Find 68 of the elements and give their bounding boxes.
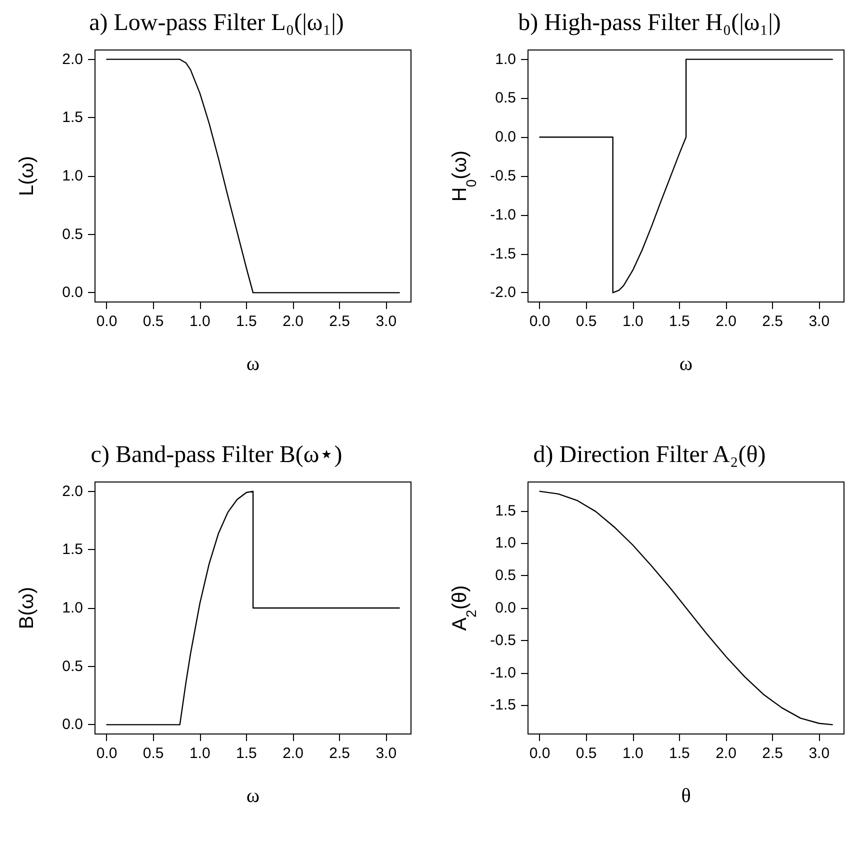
x-tick-label: 1.5 — [236, 745, 257, 762]
y-tick-label: 1.5 — [62, 109, 83, 126]
y-tick-label: -1.0 — [490, 664, 516, 682]
y-axis-title: A2(θ) — [449, 585, 479, 631]
x-axis-title: ω — [246, 785, 260, 807]
x-tick-label: 1.5 — [669, 313, 690, 330]
y-tick-label: 1.0 — [495, 534, 516, 552]
y-tick-label: -2.0 — [490, 284, 516, 302]
x-axis-title: θ — [681, 785, 691, 807]
y-tick-label: 1.5 — [495, 502, 516, 520]
line-series — [539, 58, 833, 294]
chart-title: c) Band-pass Filter B(ω⋆) — [90, 442, 342, 468]
chart-title: a) Low-pass Filter L₀(|ω₁|) — [89, 10, 344, 36]
x-tick-label: 3.0 — [376, 745, 397, 762]
x-tick-label: 1.0 — [622, 313, 644, 330]
x-tick-label: 0.0 — [96, 313, 118, 330]
x-tick-label: 2.0 — [716, 313, 736, 330]
x-tick-label: 0.5 — [576, 745, 597, 762]
x-tick-label: 3.0 — [808, 745, 830, 762]
y-tick-label: -1.0 — [490, 206, 516, 224]
y-tick-label: 0.0 — [62, 284, 83, 302]
chart-title: d) Direction Filter A₂(θ) — [533, 442, 766, 468]
y-tick-label: 0.0 — [495, 128, 516, 146]
x-tick-label: 1.5 — [236, 313, 257, 330]
x-tick-label: 2.0 — [716, 745, 736, 762]
y-tick-label: 0.0 — [495, 600, 516, 616]
x-tick-label: 1.0 — [622, 745, 644, 762]
x-tick-label: 1.5 — [669, 745, 690, 762]
x-tick-label: 0.0 — [96, 745, 118, 762]
x-axis-title: ω — [679, 353, 693, 375]
y-tick-label: 1.0 — [495, 50, 516, 68]
y-tick-label: -1.5 — [490, 245, 516, 262]
x-tick-label: 0.0 — [529, 313, 550, 330]
x-tick-label: 1.0 — [189, 745, 210, 762]
line-series — [539, 490, 833, 726]
x-tick-label: 0.5 — [576, 313, 597, 330]
x-axis-title: ω — [246, 353, 260, 375]
x-tick-label: 2.0 — [282, 313, 304, 330]
y-tick-label: 0.5 — [495, 567, 516, 584]
line-series — [106, 490, 400, 726]
y-tick-label: -0.5 — [490, 168, 516, 184]
y-tick-label: 0.0 — [62, 716, 83, 734]
x-tick-label: 2.0 — [282, 745, 304, 762]
line-series — [106, 58, 400, 294]
y-tick-label: 1.0 — [62, 168, 83, 184]
y-tick-label: 2.0 — [62, 50, 83, 68]
y-axis-title: L(ω) — [16, 156, 38, 196]
y-tick-label: -1.5 — [490, 696, 516, 714]
x-tick-label: 0.5 — [142, 313, 164, 330]
x-tick-label: 1.0 — [189, 313, 210, 330]
y-tick-label: 2.0 — [62, 482, 83, 500]
x-tick-label: 0.5 — [142, 745, 164, 762]
x-tick-label: 3.0 — [376, 313, 397, 330]
x-tick-label: 2.5 — [762, 745, 783, 762]
x-tick-label: 3.0 — [808, 313, 830, 330]
x-tick-label: 2.5 — [762, 313, 783, 330]
y-tick-label: -0.5 — [490, 632, 516, 649]
y-axis-title: B(ω) — [16, 586, 38, 630]
x-tick-label: 0.0 — [529, 745, 550, 762]
y-tick-label: 1.0 — [62, 600, 83, 616]
y-axis-title: H0(ω) — [449, 150, 479, 202]
y-tick-label: 0.5 — [62, 226, 83, 243]
chart-title: b) High-pass Filter H₀(|ω₁|) — [518, 10, 781, 36]
x-tick-label: 2.5 — [329, 313, 350, 330]
x-tick-label: 2.5 — [329, 745, 350, 762]
y-tick-label: 1.5 — [62, 541, 83, 558]
y-tick-label: 0.5 — [495, 90, 516, 107]
y-tick-label: 0.5 — [62, 658, 83, 675]
